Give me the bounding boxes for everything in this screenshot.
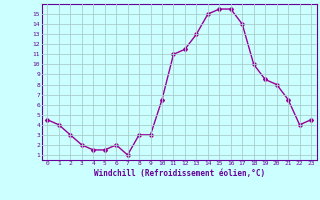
X-axis label: Windchill (Refroidissement éolien,°C): Windchill (Refroidissement éolien,°C) bbox=[94, 169, 265, 178]
